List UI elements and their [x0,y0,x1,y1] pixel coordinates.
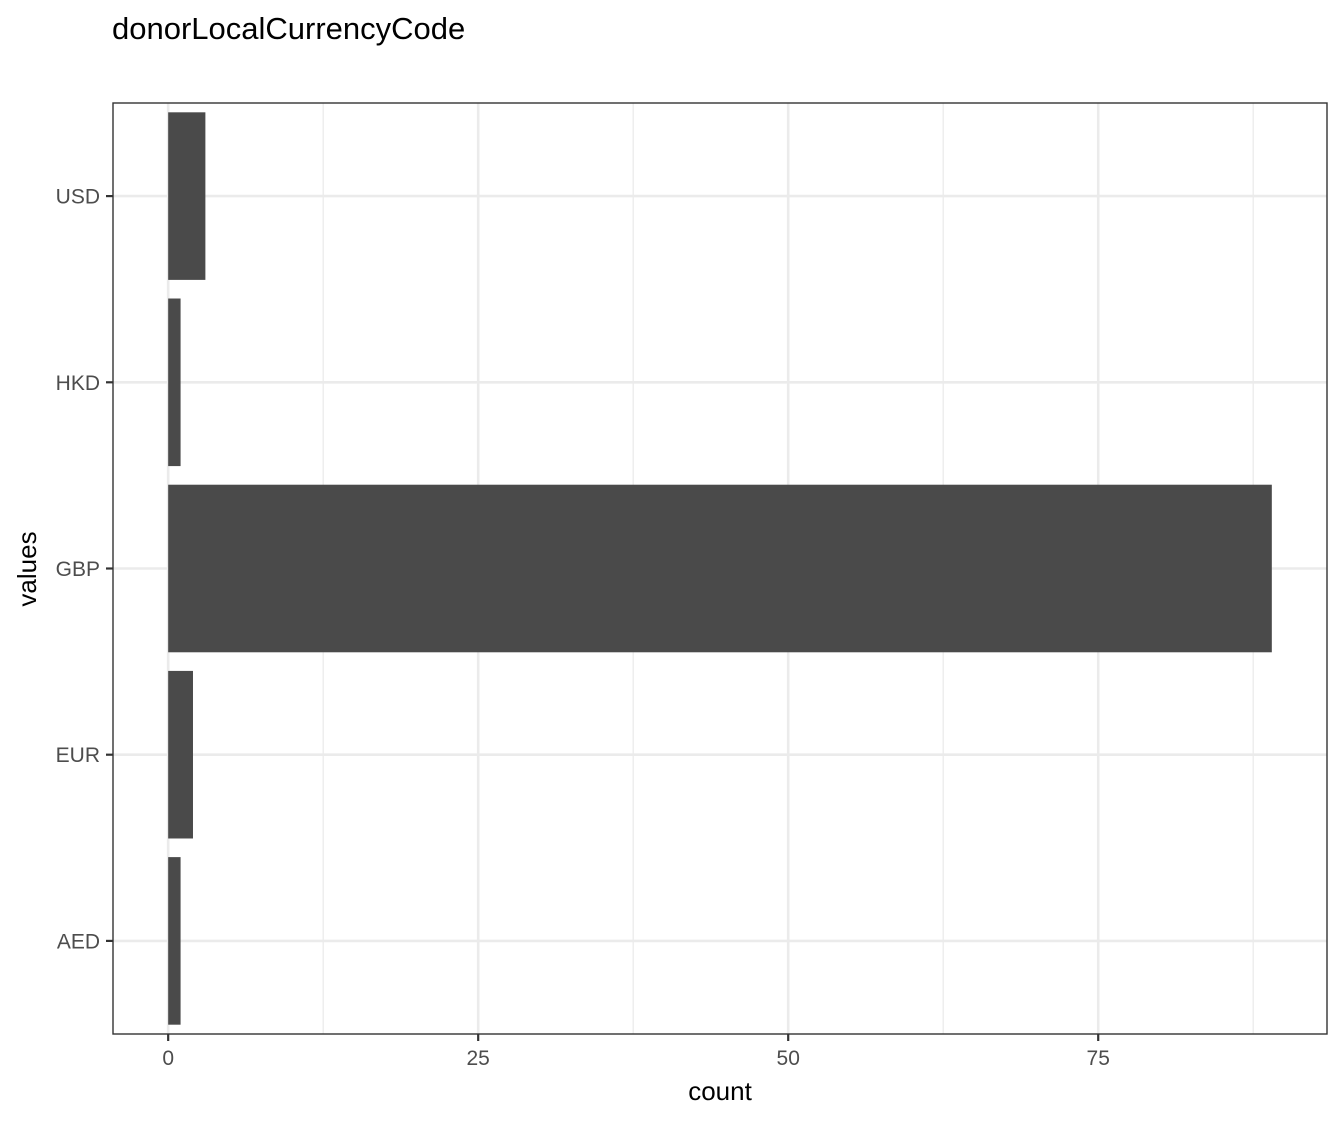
bar-usd [168,112,206,280]
bar-hkd [168,298,181,467]
y-tick-label-eur: EUR [56,744,100,767]
y-axis: AED EUR GBP HKD USD [56,186,113,953]
y-tick-label-hkd: HKD [56,372,100,395]
y-axis-title: values [12,531,42,606]
chart-title: donorLocalCurrencyCode [112,11,465,46]
y-tick-label-usd: USD [56,186,100,209]
bar-eur [168,670,193,839]
x-tick-label-0: 0 [162,1047,174,1070]
x-tick-label-50: 50 [777,1047,800,1070]
bar-layer [168,112,1272,1025]
bar-aed [168,857,181,1025]
bar-gbp [168,484,1272,653]
x-axis: 0 25 50 75 [162,1034,1110,1070]
x-tick-label-75: 75 [1087,1047,1110,1070]
y-tick-label-gbp: GBP [56,558,100,581]
x-tick-label-25: 25 [467,1047,490,1070]
x-axis-title: count [688,1076,752,1106]
y-tick-label-aed: AED [57,930,100,953]
